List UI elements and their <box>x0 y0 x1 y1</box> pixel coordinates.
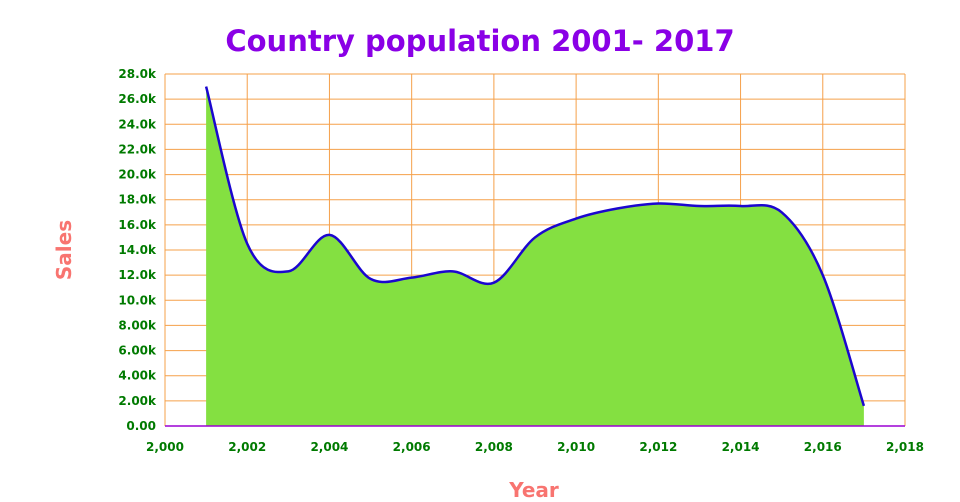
y-tick-label: 26.0k <box>118 92 157 106</box>
x-tick-label: 2,012 <box>639 440 677 454</box>
x-tick-label: 2,008 <box>475 440 513 454</box>
y-tick-label: 2.00k <box>118 394 157 408</box>
x-axis-title: Year <box>509 478 559 502</box>
x-tick-label: 2,006 <box>393 440 431 454</box>
x-tick-label: 2,018 <box>886 440 924 454</box>
x-tick-label: 2,010 <box>557 440 595 454</box>
area-fill <box>206 86 864 427</box>
y-tick-label: 6.00k <box>118 344 157 358</box>
y-tick-label: 16.0k <box>118 218 157 232</box>
y-tick-label: 8.00k <box>118 318 157 332</box>
x-tick-label: 2,016 <box>804 440 842 454</box>
series-line <box>204 86 866 407</box>
y-tick-label: 10.0k <box>118 293 157 307</box>
x-tick-label: 2,000 <box>146 440 184 454</box>
y-tick-label: 28.0k <box>118 67 157 81</box>
y-tick-label: 4.00k <box>118 369 157 383</box>
y-tick-label: 14.0k <box>118 243 157 257</box>
x-tick-label: 2,002 <box>228 440 266 454</box>
x-tick-label: 2,004 <box>310 440 348 454</box>
y-tick-label: 0.00 <box>126 419 156 433</box>
y-tick-label: 12.0k <box>118 268 157 282</box>
y-tick-label: 20.0k <box>118 168 157 182</box>
chart-title: Country population 2001- 2017 <box>225 24 735 58</box>
y-tick-label: 18.0k <box>118 193 157 207</box>
x-tick-label: 2,014 <box>722 440 760 454</box>
y-tick-label: 22.0k <box>118 142 157 156</box>
y-tick-label: 24.0k <box>118 117 157 131</box>
